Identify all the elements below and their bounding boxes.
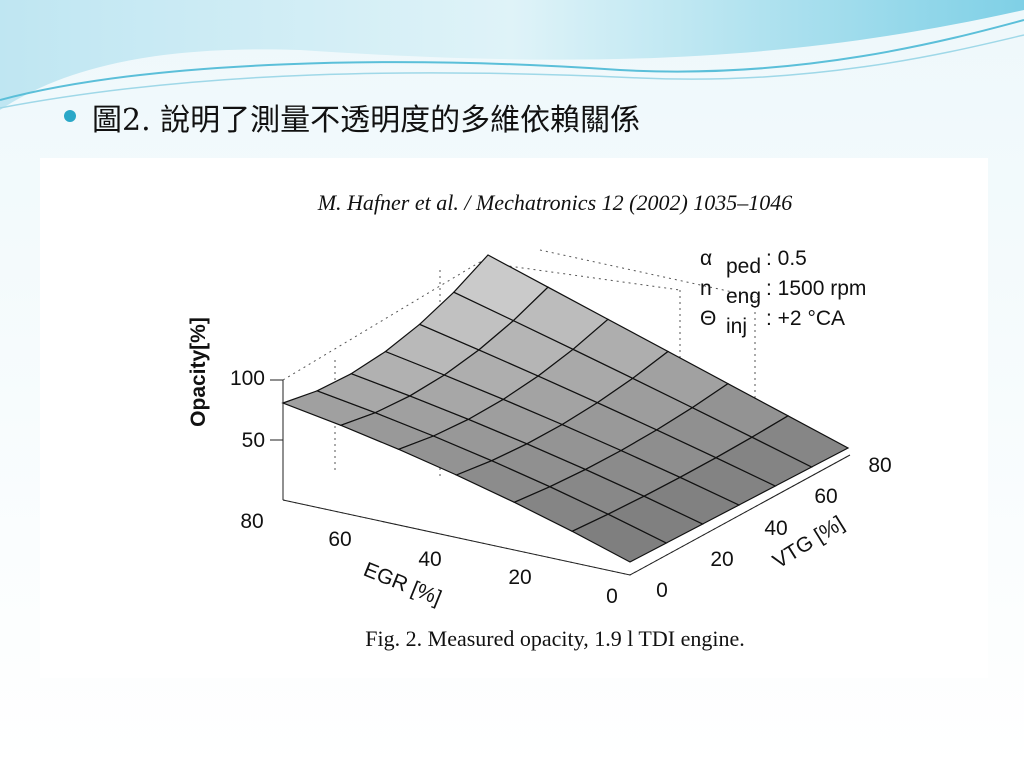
legend-subscript: inj — [726, 315, 747, 338]
vtg-tick-label: 40 — [764, 517, 787, 540]
bullet-text: 圖2. 說明了測量不透明度的多維依賴關係 — [92, 103, 640, 138]
legend-symbol: Θ — [700, 307, 716, 330]
legend-subscript: eng — [726, 285, 761, 308]
z-tick-label: 50 — [242, 429, 265, 452]
figure-caption: Fig. 2. Measured opacity, 1.9 l TDI engi… — [365, 626, 744, 651]
vtg-tick-label: 60 — [814, 485, 837, 508]
z-axis-label: Opacity[%] — [187, 317, 210, 427]
vtg-tick-label: 20 — [710, 548, 733, 571]
surface — [281, 254, 850, 563]
legend-subscript: ped — [726, 255, 761, 278]
egr-tick-label: 40 — [418, 548, 441, 571]
z-tick-label: 100 — [230, 367, 265, 390]
legend-value: : 0.5 — [766, 247, 807, 270]
egr-tick-label: 20 — [508, 566, 531, 589]
egr-tick-label: 80 — [240, 510, 263, 533]
figure-header: M. Hafner et al. / Mechatronics 12 (2002… — [317, 190, 793, 215]
egr-tick-label: 0 — [606, 585, 618, 608]
vtg-tick-label: 0 — [656, 579, 668, 602]
legend-symbol: n — [700, 277, 712, 300]
wave-line — [0, 34, 1024, 109]
legend-value: : 1500 rpm — [766, 277, 866, 300]
legend-value: : +2 °CA — [766, 307, 845, 330]
vtg-tick-label: 80 — [868, 454, 891, 477]
legend: α ped: 0.5 n eng: 1500 rpm Θ inj : +2 °CA — [700, 247, 866, 338]
surface-patch — [750, 415, 850, 468]
header-wave — [0, 0, 1024, 110]
egr-tick-label: 60 — [328, 528, 351, 551]
legend-symbol: α — [700, 247, 712, 270]
wave-line — [0, 19, 1024, 101]
axis-lines — [270, 379, 851, 576]
bullet-dot — [64, 110, 76, 122]
